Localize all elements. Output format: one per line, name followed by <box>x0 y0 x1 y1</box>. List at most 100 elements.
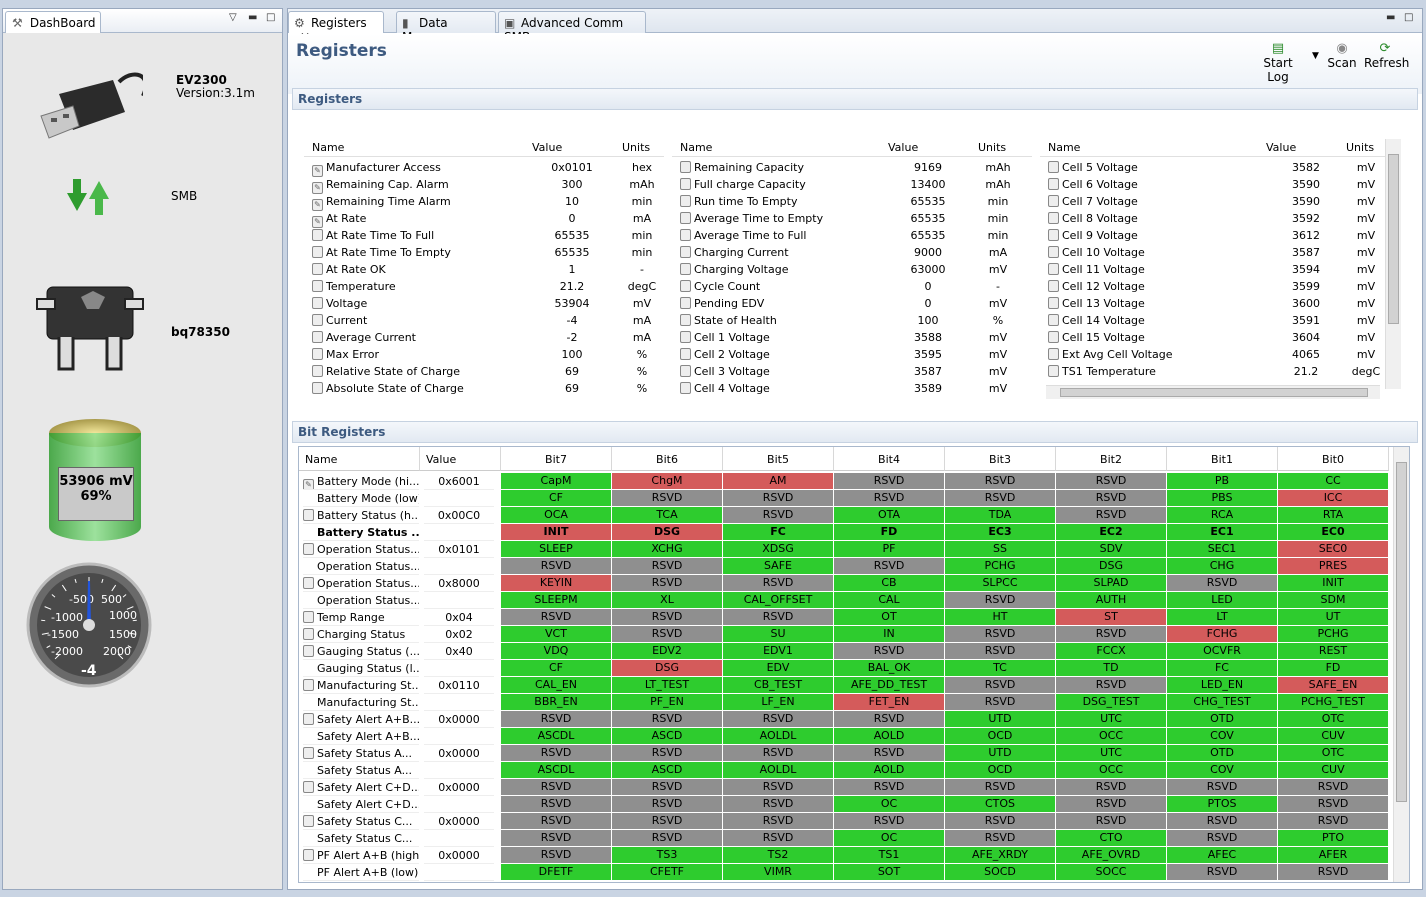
register-row[interactable]: ✎ Remaining Cap. Alarm 300 mAh <box>304 177 664 194</box>
bit-cell[interactable]: DSG_TEST <box>1056 694 1167 710</box>
column-header-value[interactable]: Value <box>532 141 563 154</box>
bit-cell[interactable]: VIMR <box>723 864 834 880</box>
bit-register-name[interactable]: Safety Status A... <box>303 762 419 779</box>
register-row[interactable]: Cell 1 Voltage 3588 mV <box>672 330 1032 347</box>
register-row[interactable]: Full charge Capacity 13400 mAh <box>672 177 1032 194</box>
bit-cell[interactable]: TS1 <box>834 847 945 863</box>
bit-cell[interactable]: ASCDL <box>501 762 612 778</box>
bit-column-header[interactable]: Value <box>420 447 501 471</box>
register-row[interactable]: ✎ Remaining Time Alarm 10 min <box>304 194 664 211</box>
bit-cell[interactable]: RSVD <box>945 592 1056 608</box>
bit-cell[interactable]: VCT <box>501 626 612 642</box>
registers-horizontal-scrollbar[interactable] <box>1046 385 1380 399</box>
bit-cell[interactable]: REST <box>1278 643 1389 659</box>
bit-cell[interactable]: UTD <box>945 745 1056 761</box>
register-row[interactable]: Cell 10 Voltage 3587 mV <box>1040 245 1388 262</box>
register-row[interactable]: At Rate OK 1 - <box>304 262 664 279</box>
register-row[interactable]: Max Error 100% <box>304 347 664 364</box>
bit-cell[interactable]: RSVD <box>501 609 612 625</box>
bit-cell[interactable]: OTD <box>1167 745 1278 761</box>
bit-cell[interactable]: RSVD <box>834 643 945 659</box>
bit-cell[interactable]: FD <box>1278 660 1389 676</box>
bit-column-header[interactable]: Bit7 <box>501 447 612 471</box>
bit-cell[interactable]: RSVD <box>1278 779 1389 795</box>
bit-cell[interactable]: CTO <box>1056 830 1167 846</box>
bit-register-name[interactable]: Gauging Status (l... <box>303 660 419 677</box>
bit-cell[interactable]: OCVFR <box>1167 643 1278 659</box>
bit-cell[interactable]: ST <box>1056 609 1167 625</box>
bit-cell[interactable]: XCHG <box>612 541 723 557</box>
bit-cell[interactable]: RSVD <box>1056 779 1167 795</box>
register-row[interactable]: At Rate Time To Empty 65535 min <box>304 245 664 262</box>
bit-cell[interactable]: RSVD <box>1167 864 1278 880</box>
register-row[interactable]: Pending EDV 0 mV <box>672 296 1032 313</box>
register-row[interactable]: Cell 8 Voltage 3592 mV <box>1040 211 1388 228</box>
register-row[interactable]: Charging Voltage 63000 mV <box>672 262 1032 279</box>
bit-cell[interactable]: CB <box>834 575 945 591</box>
bit-cell[interactable]: RSVD <box>1056 796 1167 812</box>
bit-register-name[interactable]: Safety Alert C+D... <box>303 779 419 796</box>
bit-cell[interactable]: AOLDL <box>723 728 834 744</box>
bit-cell[interactable]: TC <box>945 660 1056 676</box>
bit-cell[interactable]: RSVD <box>501 745 612 761</box>
bit-cell[interactable]: AFEC <box>1167 847 1278 863</box>
bit-cell[interactable]: RSVD <box>612 490 723 506</box>
bit-cell[interactable]: LT_TEST <box>612 677 723 693</box>
refresh-button[interactable]: ⟳ Refresh <box>1364 41 1410 70</box>
bit-cell[interactable]: SAFE_EN <box>1278 677 1389 693</box>
bit-cell[interactable]: AFER <box>1278 847 1389 863</box>
bit-cell[interactable]: AUTH <box>1056 592 1167 608</box>
bit-cell[interactable]: OCD <box>945 728 1056 744</box>
bit-cell[interactable]: LT <box>1167 609 1278 625</box>
bit-cell[interactable]: SEC0 <box>1278 541 1389 557</box>
bit-cell[interactable]: INIT <box>501 524 612 540</box>
bit-cell[interactable]: SS <box>945 541 1056 557</box>
bit-cell[interactable]: EC1 <box>1167 524 1278 540</box>
register-row[interactable]: Remaining Capacity 9169 mAh <box>672 160 1032 177</box>
tab-data-memory[interactable]: ▮Data Memory <box>396 11 496 44</box>
bit-register-name[interactable]: Safety Status A... <box>303 745 419 762</box>
bit-cell[interactable]: RSVD <box>501 558 612 574</box>
bit-cell[interactable]: ASCDL <box>501 728 612 744</box>
bit-cell[interactable]: RSVD <box>612 813 723 829</box>
bit-cell[interactable]: PTOS <box>1167 796 1278 812</box>
bit-cell[interactable]: RSVD <box>612 796 723 812</box>
register-row[interactable]: Cell 9 Voltage 3612 mV <box>1040 228 1388 245</box>
bit-cell[interactable]: FCCX <box>1056 643 1167 659</box>
tab-advanced-comm-smb[interactable]: ▣Advanced Comm SMB <box>498 11 646 44</box>
bit-cell[interactable]: EC3 <box>945 524 1056 540</box>
bit-cell[interactable]: CUV <box>1278 728 1389 744</box>
bit-cell[interactable]: RSVD <box>501 779 612 795</box>
maximize-icon[interactable]: □ <box>266 12 276 23</box>
bit-cell[interactable]: PRES <box>1278 558 1389 574</box>
register-row[interactable]: Run time To Empty 65535 min <box>672 194 1032 211</box>
bit-cell[interactable]: AFE_DD_TEST <box>834 677 945 693</box>
tab-registers[interactable]: ⚙Registers ✕ <box>288 11 384 44</box>
bit-cell[interactable]: RSVD <box>723 490 834 506</box>
bit-cell[interactable]: EC2 <box>1056 524 1167 540</box>
bit-cell[interactable]: RSVD <box>723 507 834 523</box>
bit-register-name[interactable]: ✎ Battery Mode (hi... <box>303 473 419 490</box>
bit-register-name[interactable]: Gauging Status (... <box>303 643 419 660</box>
bit-cell[interactable]: RSVD <box>1167 830 1278 846</box>
register-row[interactable]: State of Health 100% <box>672 313 1032 330</box>
bit-cell[interactable]: SDM <box>1278 592 1389 608</box>
bit-cell[interactable]: CTOS <box>945 796 1056 812</box>
bit-cell[interactable]: RSVD <box>834 745 945 761</box>
bit-cell[interactable]: OC <box>834 796 945 812</box>
column-header-units[interactable]: Units <box>622 141 651 154</box>
bit-cell[interactable]: CHG <box>1167 558 1278 574</box>
bit-cell[interactable]: XL <box>612 592 723 608</box>
bit-cell[interactable]: TCA <box>612 507 723 523</box>
bit-column-header[interactable]: Bit5 <box>723 447 834 471</box>
bit-register-name[interactable]: PF Alert A+B (low) <box>303 864 419 881</box>
bit-column-header[interactable]: Bit6 <box>612 447 723 471</box>
register-row[interactable]: ✎ Manufacturer Access 0x0101 hex <box>304 160 664 177</box>
bit-column-header[interactable]: Bit0 <box>1278 447 1389 471</box>
bit-cell[interactable]: RSVD <box>834 779 945 795</box>
column-header-name[interactable]: Name <box>312 141 345 154</box>
bit-cell[interactable]: UT <box>1278 609 1389 625</box>
bit-register-name[interactable]: Operation Status... <box>303 592 419 609</box>
bit-column-header[interactable]: Bit1 <box>1167 447 1278 471</box>
bit-cell[interactable]: RSVD <box>1056 473 1167 489</box>
